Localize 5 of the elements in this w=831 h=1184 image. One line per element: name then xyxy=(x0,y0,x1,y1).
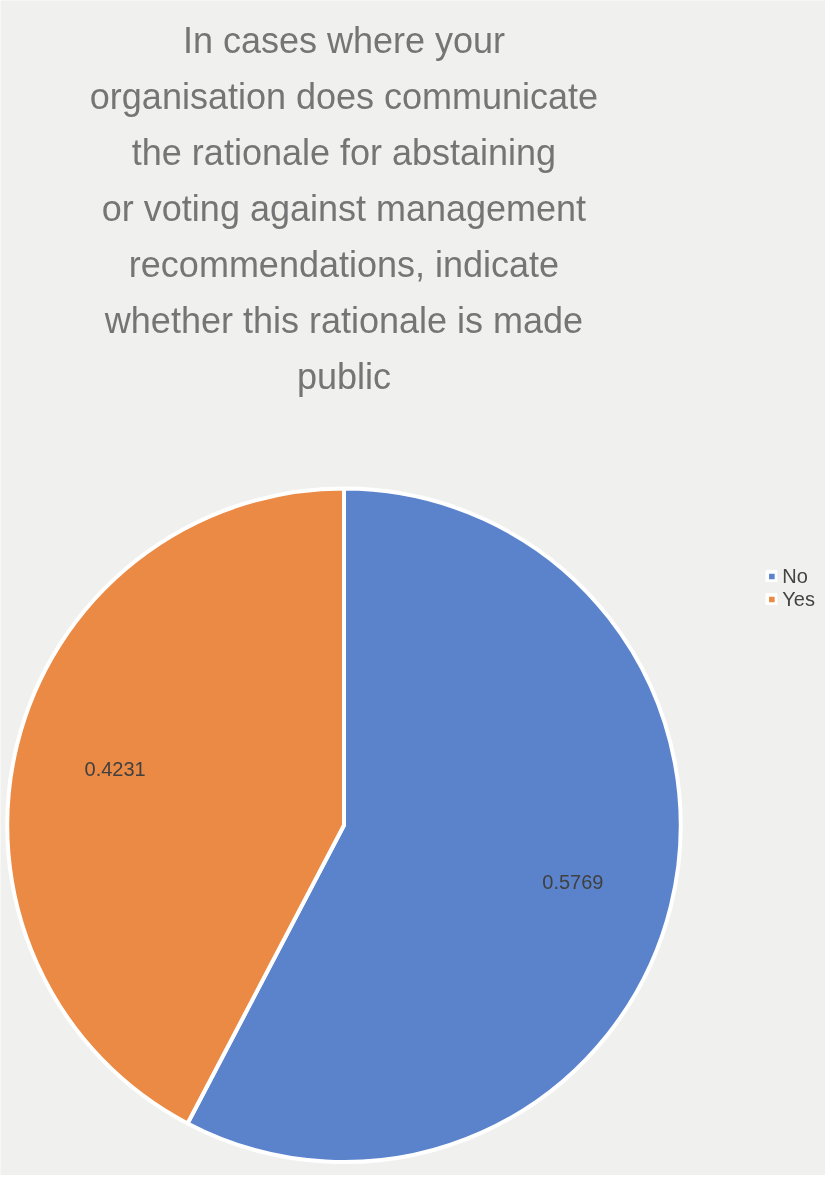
legend-label: No xyxy=(782,564,808,588)
legend-label: Yes xyxy=(782,587,815,611)
data-label: 0.5769 xyxy=(542,870,604,893)
chart-title: In cases where your organisation does communicate the rationale for abstaining or voting against management recommendations, indicate whether this rationale is made public xyxy=(89,20,599,397)
data-label: 0.4231 xyxy=(84,757,146,780)
